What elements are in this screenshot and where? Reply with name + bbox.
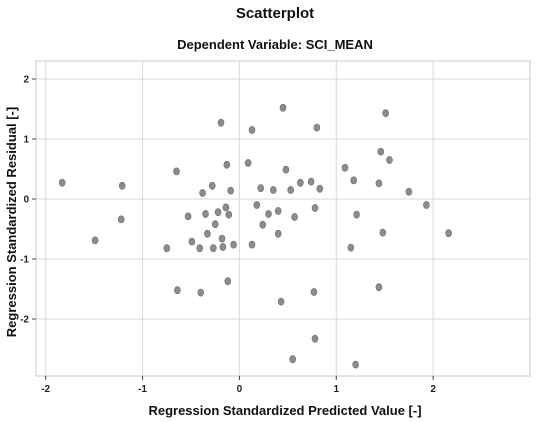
x-tick-label: 1 xyxy=(333,384,339,395)
scatter-point xyxy=(202,210,209,218)
gridlines xyxy=(36,61,530,376)
scatter-point xyxy=(223,160,231,169)
scatter-point xyxy=(382,109,390,118)
scatter-point xyxy=(184,212,192,221)
scatter-point xyxy=(211,220,219,229)
scatter-point xyxy=(423,201,430,209)
scatter-point xyxy=(196,244,203,253)
y-axis-label: Regression Standardized Residual [-] xyxy=(4,107,19,337)
scatter-point xyxy=(310,288,318,296)
axis-ticks: -2 -1 0 1 2 -2 -1 0 1 2 xyxy=(20,75,436,396)
scatter-point xyxy=(210,244,217,253)
scatter-point xyxy=(248,126,256,134)
scatter-point xyxy=(209,181,216,190)
scatter-point xyxy=(282,165,290,174)
plot-area: -2 -1 0 1 2 -2 -1 0 1 2 xyxy=(20,60,531,396)
scatter-point xyxy=(287,186,295,194)
scatter-point xyxy=(197,288,204,297)
scatter-point xyxy=(199,189,206,197)
scatter-point xyxy=(316,184,324,193)
scatter-point xyxy=(279,103,287,112)
x-tick-label: 0 xyxy=(237,384,243,395)
y-tick-label: -2 xyxy=(20,315,29,326)
scatter-point xyxy=(173,167,180,176)
scatter-point xyxy=(259,220,267,229)
scatter-point xyxy=(386,156,393,164)
scatter-point xyxy=(214,208,222,217)
scatter-point xyxy=(224,277,232,286)
scatter-point xyxy=(405,187,413,196)
scatter-point xyxy=(204,229,211,238)
scatter-point xyxy=(188,237,196,246)
scatter-point xyxy=(163,244,171,253)
scatter-point xyxy=(307,177,315,186)
chart-title: Scatterplot xyxy=(236,5,314,22)
x-tick-label: -1 xyxy=(138,384,147,395)
scatter-point xyxy=(274,207,282,215)
scatter-point xyxy=(377,147,385,156)
y-tick-label: -1 xyxy=(20,255,29,266)
scatter-point xyxy=(353,210,360,219)
y-tick-label: 0 xyxy=(23,195,29,206)
scatter-point xyxy=(58,178,66,187)
x-tick-label: -2 xyxy=(41,384,50,395)
plot-frame xyxy=(35,60,531,377)
scatter-point xyxy=(174,286,181,295)
x-tick-label: 2 xyxy=(430,384,436,395)
scatter-point xyxy=(227,186,234,195)
scatter-point xyxy=(222,203,230,212)
y-tick-label: 1 xyxy=(23,135,29,146)
scatter-point xyxy=(117,215,125,224)
scatter-point xyxy=(350,176,358,185)
scatter-point xyxy=(313,123,321,132)
scatter-point xyxy=(311,204,319,212)
scatter-point xyxy=(291,213,298,221)
x-axis-label: Regression Standardized Predicted Value … xyxy=(148,403,421,418)
scatter-point xyxy=(248,240,256,249)
scatter-point xyxy=(352,360,359,369)
scatter-point xyxy=(274,229,282,238)
scatter-point xyxy=(91,236,99,245)
scatter-point xyxy=(118,181,126,190)
scatter-point xyxy=(257,184,265,193)
scatter-point xyxy=(379,228,387,237)
scatter-point xyxy=(277,297,285,306)
scatter-point xyxy=(311,334,319,343)
scatter-point xyxy=(445,229,452,238)
chart-subtitle: Dependent Variable: SCI_MEAN xyxy=(177,37,373,52)
scatter-point xyxy=(225,210,233,219)
data-points xyxy=(58,103,452,369)
scatter-point xyxy=(218,234,226,243)
scatter-point xyxy=(265,210,272,218)
scatter-point xyxy=(217,118,225,127)
scatter-point xyxy=(244,159,252,167)
scatter-point xyxy=(269,186,277,194)
scatter-point xyxy=(289,355,297,364)
scatter-point xyxy=(375,283,383,292)
scatter-point xyxy=(297,178,304,187)
scatter-point xyxy=(347,243,355,252)
scatter-point xyxy=(341,163,349,172)
scatter-point xyxy=(230,240,237,249)
scatter-point xyxy=(219,243,227,251)
y-tick-label: 2 xyxy=(23,75,29,86)
scatter-point xyxy=(375,179,383,188)
scatter-point xyxy=(253,201,261,209)
